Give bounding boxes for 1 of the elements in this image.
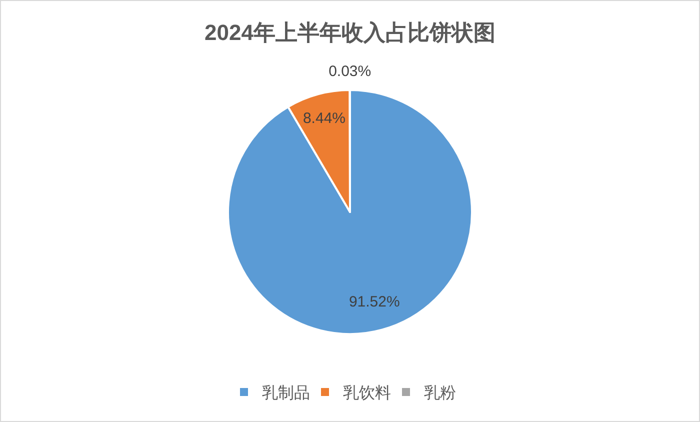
title: 2024年上半年收入占比饼状图: [204, 20, 496, 45]
